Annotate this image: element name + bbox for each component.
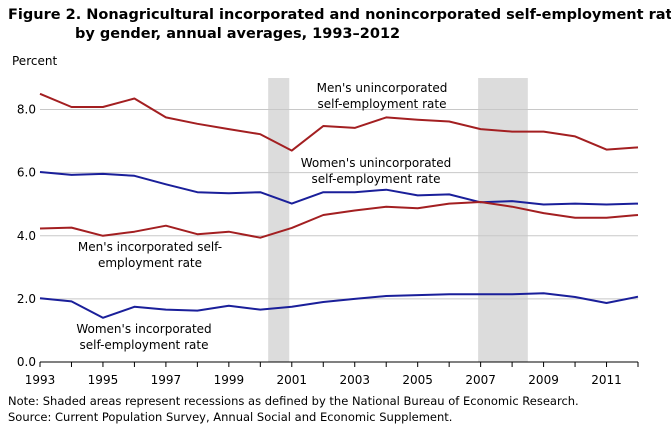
figure-notes: Note: Shaded areas represent recessions … — [8, 393, 579, 425]
gridlines — [40, 109, 638, 300]
x-tick-label: 2007 — [465, 373, 496, 387]
series-line-4 — [39, 292, 639, 319]
y-tick-label: 0.0 — [17, 355, 36, 369]
series-lines — [39, 92, 639, 319]
x-tick-label: 2003 — [339, 373, 370, 387]
series-labels: Men's unincorporated self-employment rate… — [76, 81, 451, 352]
x-tick-label: 2009 — [528, 373, 559, 387]
note-text: Note: Shaded areas represent recessions … — [8, 394, 579, 408]
recession-band-2 — [478, 78, 528, 362]
y-tick-label: 4.0 — [17, 229, 36, 243]
series-label-4: self-employment rate — [80, 338, 209, 352]
x-tick-label: 1999 — [214, 373, 245, 387]
series-label-3: Men's incorporated self- — [78, 240, 222, 254]
y-tick-label: 8.0 — [17, 103, 36, 117]
y-axis-label: Percent — [12, 54, 57, 68]
x-tick-label: 2011 — [591, 373, 622, 387]
x-tick-label: 1995 — [88, 373, 119, 387]
series-label-2: Women's unincorporated — [301, 156, 452, 170]
x-tick-label: 2001 — [277, 373, 308, 387]
source-text: Source: Current Population Survey, Annua… — [8, 410, 453, 424]
y-tick-label: 6.0 — [17, 166, 36, 180]
title-line-2: by gender, annual averages, 1993–2012 — [75, 26, 401, 42]
series-label-4: Women's incorporated — [76, 322, 211, 336]
series-line-2 — [39, 171, 639, 206]
series-label-2: self-employment rate — [312, 172, 441, 186]
series-label-3: employment rate — [98, 256, 202, 270]
series-line-3 — [39, 201, 639, 239]
series-label-1: Men's unincorporated — [317, 81, 448, 95]
figure-title: Figure 2. Nonagricultural incorporated a… — [8, 6, 671, 44]
series-label-1: self-employment rate — [318, 97, 447, 111]
axes: 0.0 2.0 4.0 6.0 8.0 Percent 1993 1995 1997 1999 20… — [12, 54, 639, 387]
recession-bands — [268, 78, 528, 362]
x-tick-label: 1993 — [25, 373, 56, 387]
title-line-1: Figure 2. Nonagricultural incorporated a… — [8, 7, 671, 23]
recession-band-1 — [268, 78, 290, 362]
series-line-1 — [39, 92, 639, 152]
x-tick-label: 2005 — [402, 373, 433, 387]
x-tick-label: 1997 — [151, 373, 182, 387]
y-tick-label: 2.0 — [17, 292, 36, 306]
